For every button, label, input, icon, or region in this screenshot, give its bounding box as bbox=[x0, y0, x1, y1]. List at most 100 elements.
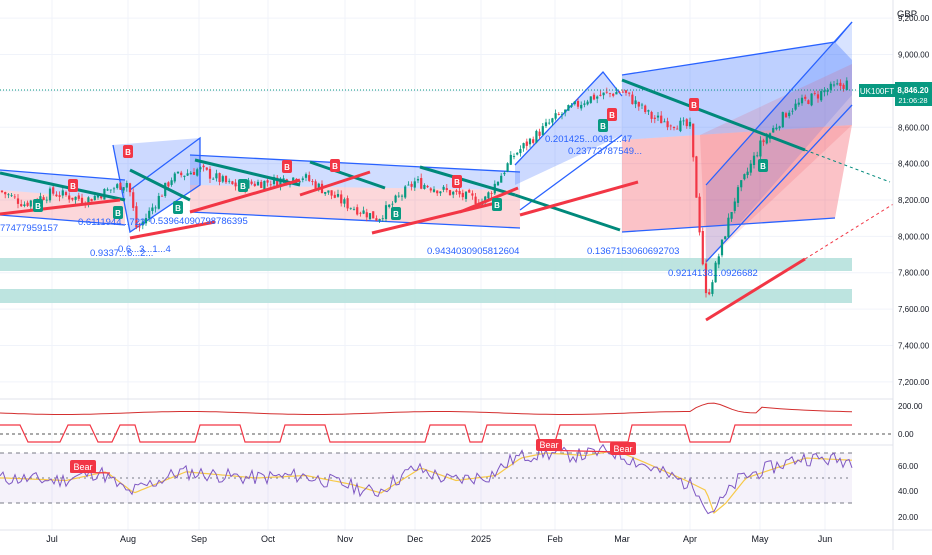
candle bbox=[308, 175, 311, 181]
candle bbox=[256, 181, 260, 186]
price-tick-4: 8,400.00 bbox=[898, 160, 930, 169]
candle bbox=[448, 190, 452, 196]
x-ticks: Jul Aug Sep Oct Nov Dec 2025 Feb Mar Apr May Jun bbox=[46, 534, 832, 544]
candle bbox=[442, 186, 445, 190]
candle bbox=[644, 105, 647, 112]
candle bbox=[714, 262, 717, 283]
annotation-8: 0.23773787549... bbox=[568, 146, 642, 157]
signal-text-3: B bbox=[240, 182, 246, 191]
price-tick-9: 7,400.00 bbox=[898, 341, 930, 350]
candle bbox=[292, 177, 295, 182]
candle bbox=[269, 184, 272, 186]
candle bbox=[301, 178, 304, 180]
candle bbox=[20, 204, 23, 207]
price-tick-8: 7,600.00 bbox=[898, 305, 930, 314]
candle bbox=[775, 127, 778, 130]
candle bbox=[532, 139, 535, 143]
candle bbox=[784, 113, 788, 118]
support-zone-upper bbox=[0, 258, 852, 271]
candle bbox=[186, 173, 189, 176]
candle bbox=[727, 217, 730, 238]
candle bbox=[276, 177, 279, 186]
candle bbox=[669, 125, 672, 127]
candle bbox=[717, 256, 720, 265]
price-tick-6: 8,000.00 bbox=[898, 232, 930, 241]
candle bbox=[576, 101, 580, 107]
annotation-10: 0.9214138...0926682 bbox=[668, 268, 758, 279]
price-tick-3: 8,600.00 bbox=[898, 123, 930, 132]
candle bbox=[688, 121, 692, 127]
channel-zone-2-blue bbox=[113, 138, 200, 232]
candle bbox=[106, 189, 109, 191]
candle bbox=[218, 173, 221, 182]
candle bbox=[167, 182, 170, 187]
signal-sell-13: B bbox=[607, 108, 617, 121]
candle bbox=[791, 110, 794, 112]
candle bbox=[621, 91, 624, 93]
candle bbox=[55, 194, 58, 197]
candle bbox=[548, 122, 551, 124]
candle bbox=[279, 178, 282, 187]
rsi-tick-3: 20.00 bbox=[898, 513, 919, 522]
candle bbox=[77, 195, 80, 199]
candle bbox=[762, 140, 765, 143]
bear-trend-4 bbox=[309, 160, 386, 190]
candle bbox=[311, 181, 314, 182]
adx-tick-1: 200.00 bbox=[898, 402, 923, 411]
signal-box-8 bbox=[68, 179, 78, 192]
candle bbox=[125, 183, 128, 188]
candle bbox=[384, 205, 388, 220]
candle bbox=[183, 175, 186, 177]
candle bbox=[679, 120, 682, 132]
candle bbox=[10, 195, 13, 197]
candle bbox=[807, 100, 810, 104]
candle bbox=[503, 172, 506, 175]
candle bbox=[160, 195, 164, 197]
candle bbox=[340, 194, 343, 204]
candle bbox=[528, 138, 532, 145]
candle bbox=[215, 173, 218, 179]
annotation-4: 0.6...3...1...4 bbox=[118, 244, 171, 255]
bottom-axis: Jul Aug Sep Oct Nov Dec 2025 Feb Mar Apr May Jun bbox=[0, 529, 932, 544]
candle bbox=[413, 181, 416, 188]
candle bbox=[797, 102, 800, 105]
candle bbox=[522, 143, 525, 149]
candle bbox=[375, 218, 378, 221]
adx-line bbox=[0, 402, 853, 415]
candle bbox=[496, 181, 500, 186]
candle bbox=[666, 121, 669, 128]
candle bbox=[151, 207, 154, 211]
candle bbox=[170, 180, 173, 185]
bear-label-2: Bear bbox=[536, 439, 562, 451]
candle bbox=[154, 207, 157, 209]
candle bbox=[829, 83, 832, 90]
candle bbox=[298, 181, 301, 183]
candle bbox=[452, 191, 455, 195]
channel-zone-6-blue bbox=[706, 22, 852, 262]
rsi-tick-1: 60.00 bbox=[898, 462, 919, 471]
candle bbox=[804, 96, 807, 99]
bear-label-3: Bear bbox=[610, 442, 636, 455]
candle bbox=[317, 183, 320, 189]
candle bbox=[624, 90, 628, 93]
price-tick-5: 8,200.00 bbox=[898, 196, 930, 205]
bull-trend-3 bbox=[189, 178, 301, 214]
signal-box-2 bbox=[173, 201, 183, 214]
candle bbox=[0, 190, 4, 193]
signal-text-2: B bbox=[175, 204, 181, 213]
bull-trend-1 bbox=[0, 198, 121, 216]
candle bbox=[436, 190, 439, 194]
signal-text-0: B bbox=[35, 202, 41, 211]
candle bbox=[711, 282, 714, 294]
signal-text-10: B bbox=[284, 163, 290, 172]
signal-buy-1: B bbox=[113, 206, 123, 219]
price-tick-1: 9,000.00 bbox=[898, 51, 930, 60]
candle bbox=[634, 100, 637, 105]
candle bbox=[416, 179, 420, 181]
rsi-tick-2: 40.00 bbox=[898, 487, 919, 496]
candle bbox=[80, 197, 84, 204]
candle bbox=[112, 188, 116, 190]
candle bbox=[26, 202, 29, 206]
